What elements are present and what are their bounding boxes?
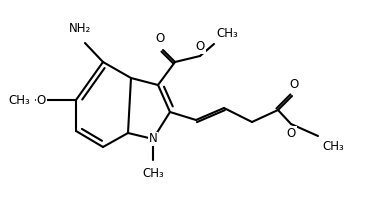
Text: O: O (290, 78, 299, 91)
Text: CH₃: CH₃ (8, 93, 30, 107)
Text: O: O (286, 127, 296, 140)
Text: N: N (149, 132, 157, 146)
Text: O: O (37, 93, 46, 107)
Text: CH₃: CH₃ (216, 27, 238, 40)
Text: O: O (195, 40, 205, 53)
Text: NH₂: NH₂ (69, 22, 91, 35)
Text: CH₃: CH₃ (322, 140, 344, 153)
Text: CH₃: CH₃ (142, 167, 164, 180)
Text: O: O (156, 32, 165, 45)
